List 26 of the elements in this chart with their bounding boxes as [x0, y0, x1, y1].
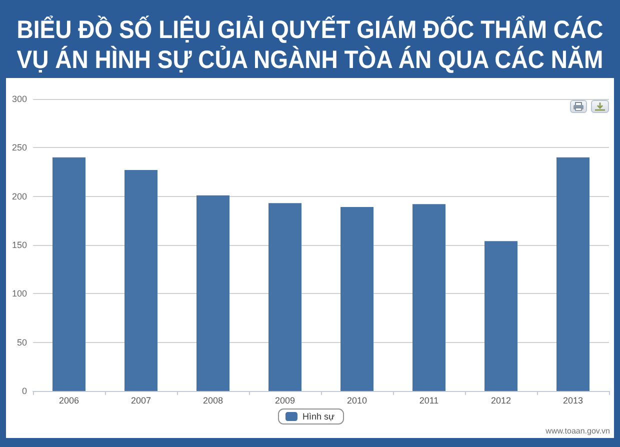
bar	[268, 203, 302, 391]
bar	[556, 157, 590, 391]
y-tick-label: 0	[22, 386, 27, 396]
y-tick-label: 250	[12, 142, 27, 153]
x-tick-label: 2013	[562, 396, 584, 406]
x-tick-label: 2011	[419, 396, 439, 406]
text: www.toaan.gov.vn	[544, 426, 610, 436]
y-tick-label: 200	[12, 191, 27, 202]
x-tick-label: 2012	[490, 396, 512, 406]
legend-label: Hình sự	[302, 412, 335, 422]
x-tick-label: 2009	[274, 396, 296, 406]
bar	[52, 157, 86, 391]
y-tick-label: 50	[16, 337, 27, 348]
y-tick-label: 150	[12, 240, 27, 250]
bar	[412, 204, 446, 391]
x-tick-label: 2006	[58, 396, 80, 406]
bar	[484, 241, 518, 391]
x-tick-label: 2007	[130, 396, 152, 406]
x-tick-label: 2010	[346, 396, 368, 406]
bar	[340, 207, 374, 391]
y-tick-label: 300	[12, 94, 27, 104]
chart-title: BIỂU ĐỒ SỐ LIỆU GIẢI QUYẾT GIÁM ĐỐC THẨM CÁC VỤ ÁN HÌNH SỰ CỦA NGÀNH TÒA ÁN QUA CÁC NĂM	[16, 15, 604, 75]
y-tick-label: 100	[12, 288, 27, 299]
bar	[124, 170, 158, 391]
x-tick-label: 2008	[202, 396, 224, 406]
bar	[196, 195, 230, 391]
